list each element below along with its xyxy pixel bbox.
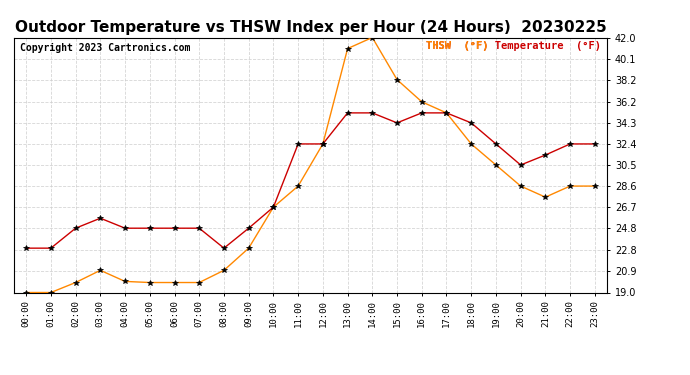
Temperature  (°F) <box>72 226 80 231</box>
THSW  (°F) <box>121 279 129 284</box>
Temperature  (°F) <box>591 142 599 146</box>
Line: THSW  (°F): THSW (°F) <box>23 35 598 295</box>
Temperature  (°F) <box>47 246 55 250</box>
Title: Outdoor Temperature vs THSW Index per Hour (24 Hours)  20230225: Outdoor Temperature vs THSW Index per Ho… <box>14 20 607 35</box>
Temperature  (°F) <box>541 153 549 157</box>
Temperature  (°F) <box>269 205 277 209</box>
THSW  (°F) <box>319 142 327 146</box>
Temperature  (°F) <box>220 246 228 250</box>
THSW  (°F) <box>96 268 104 273</box>
THSW  (°F) <box>170 280 179 285</box>
THSW  (°F) <box>244 246 253 250</box>
Temperature  (°F) <box>566 142 574 146</box>
THSW  (°F) <box>220 268 228 273</box>
Temperature  (°F) <box>467 121 475 125</box>
Temperature  (°F) <box>146 226 154 231</box>
THSW  (°F) <box>393 77 401 82</box>
THSW  (°F) <box>467 142 475 146</box>
Temperature  (°F) <box>492 142 500 146</box>
THSW  (°F) <box>591 184 599 188</box>
THSW  (°F) <box>195 280 204 285</box>
Temperature  (°F) <box>517 163 525 167</box>
THSW  (°F) <box>566 184 574 188</box>
THSW  (°F) <box>344 46 352 51</box>
THSW  (°F) <box>517 184 525 188</box>
THSW  (°F) <box>294 184 302 188</box>
Text: THSW  (°F): THSW (°F) <box>426 41 601 51</box>
Temperature  (°F) <box>368 111 377 115</box>
THSW  (°F) <box>72 280 80 285</box>
THSW  (°F) <box>22 290 30 295</box>
THSW  (°F) <box>442 111 451 115</box>
Text: Copyright 2023 Cartronics.com: Copyright 2023 Cartronics.com <box>20 43 190 52</box>
Temperature  (°F) <box>417 111 426 115</box>
Temperature  (°F) <box>121 226 129 231</box>
Line: Temperature  (°F): Temperature (°F) <box>23 110 598 251</box>
THSW  (°F) <box>492 163 500 167</box>
Temperature  (°F) <box>393 121 401 125</box>
THSW  (°F) <box>541 195 549 200</box>
Temperature  (°F) <box>442 111 451 115</box>
Temperature  (°F) <box>319 142 327 146</box>
Temperature  (°F) <box>344 111 352 115</box>
THSW  (°F) <box>47 290 55 295</box>
THSW  (°F) <box>368 35 377 40</box>
Temperature  (°F) <box>195 226 204 231</box>
Temperature  (°F) <box>244 226 253 231</box>
THSW  (°F) <box>146 280 154 285</box>
Temperature  (°F) <box>170 226 179 231</box>
Temperature  (°F) <box>96 216 104 220</box>
Text: THSW  (°F) Temperature  (°F): THSW (°F) Temperature (°F) <box>426 41 601 51</box>
THSW  (°F) <box>417 99 426 104</box>
THSW  (°F) <box>269 205 277 209</box>
Temperature  (°F) <box>22 246 30 250</box>
Temperature  (°F) <box>294 142 302 146</box>
